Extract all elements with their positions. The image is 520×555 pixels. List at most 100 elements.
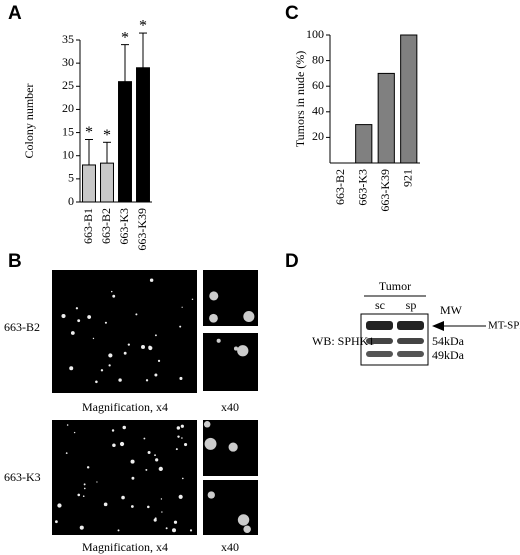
marker-label: 54kDa (432, 334, 465, 348)
x-tick-label: 921 (401, 169, 415, 187)
speckle (112, 294, 116, 298)
panel-letter: D (285, 251, 299, 272)
image (203, 333, 258, 391)
y-tick-label: 15 (62, 124, 74, 138)
speckle (118, 378, 122, 382)
speckle (180, 424, 184, 428)
image (203, 480, 258, 535)
y-axis-label: Colony number (22, 84, 36, 159)
band (366, 321, 393, 330)
speckle (154, 334, 157, 337)
row-label: 663-K3 (4, 470, 41, 484)
image (52, 420, 197, 535)
speckle (175, 448, 178, 451)
y-tick-label: 60 (312, 78, 324, 92)
speckle (122, 425, 126, 430)
annotation: * (85, 124, 93, 141)
speckle (103, 502, 108, 507)
x-tick-label: 663-B2 (333, 169, 347, 205)
speckle (83, 487, 86, 490)
annotation: * (103, 127, 111, 144)
speckle (135, 313, 138, 316)
speckle (108, 364, 111, 367)
speckle (66, 424, 69, 426)
caption: Magnification, x4 (82, 400, 168, 414)
speckle (119, 441, 125, 447)
panel-letter: B (8, 251, 22, 272)
speckle (183, 442, 188, 447)
speckle (55, 520, 58, 524)
speckle (100, 369, 104, 372)
speckle (207, 491, 215, 499)
speckle (189, 529, 193, 532)
speckle (117, 529, 120, 532)
annotation: * (121, 29, 129, 46)
speckle (111, 290, 113, 293)
speckle (104, 321, 107, 324)
x-tick-label: 663-K3 (356, 169, 370, 206)
speckle (228, 442, 238, 452)
panel-letter: C (285, 3, 299, 24)
speckle (181, 306, 183, 308)
speckle (77, 319, 81, 323)
x-tick-label: 663-B2 (99, 208, 113, 244)
marker-label: 49kDa (432, 348, 465, 362)
speckle (233, 346, 238, 351)
speckle (57, 503, 62, 508)
speckle (203, 421, 211, 428)
speckle (181, 477, 184, 480)
speckle (179, 376, 183, 380)
speckle (160, 498, 163, 500)
speckle (191, 298, 194, 301)
speckle (108, 353, 113, 358)
band (366, 338, 393, 344)
speckle (181, 437, 183, 439)
speckle (131, 476, 135, 480)
speckle (70, 331, 75, 335)
lane-label: sp (406, 298, 417, 312)
band (397, 351, 424, 357)
speckle (96, 481, 98, 483)
band (366, 351, 393, 357)
speckle (75, 307, 79, 310)
speckle (130, 459, 135, 464)
speckle (143, 437, 146, 440)
speckle (145, 468, 148, 471)
speckle (130, 505, 134, 508)
micrographs (52, 270, 258, 535)
speckle (216, 338, 221, 343)
y-tick-label: 20 (62, 101, 74, 115)
bar (377, 72, 395, 164)
bar (136, 67, 150, 203)
speckle (179, 325, 182, 328)
annotation: * (139, 18, 147, 35)
speckle (95, 380, 98, 384)
speckle (111, 429, 115, 432)
speckle (177, 435, 180, 438)
speckle (92, 337, 95, 340)
y-tick-label: 30 (62, 55, 74, 69)
bar (400, 34, 418, 164)
speckle (243, 525, 251, 533)
speckle (73, 431, 76, 434)
bar (355, 124, 373, 164)
speckle (147, 450, 151, 454)
y-tick-label: 0 (68, 194, 74, 208)
speckle (61, 313, 66, 319)
x-tick-label: 663-K3 (117, 208, 131, 245)
y-tick-label: 35 (62, 32, 74, 46)
speckle (141, 344, 145, 349)
arrow-head (432, 321, 444, 331)
speckle (154, 373, 158, 377)
speckle (154, 454, 156, 457)
lane-label: sc (375, 298, 385, 312)
speckle (127, 343, 130, 346)
band-label: MT-SPHK1 (488, 320, 520, 332)
caption: Magnification, x4 (82, 540, 168, 554)
speckle (237, 345, 249, 357)
panel-letter: A (8, 3, 22, 24)
speckle (148, 345, 153, 351)
y-tick-label: 40 (312, 104, 324, 118)
bar (82, 164, 96, 203)
